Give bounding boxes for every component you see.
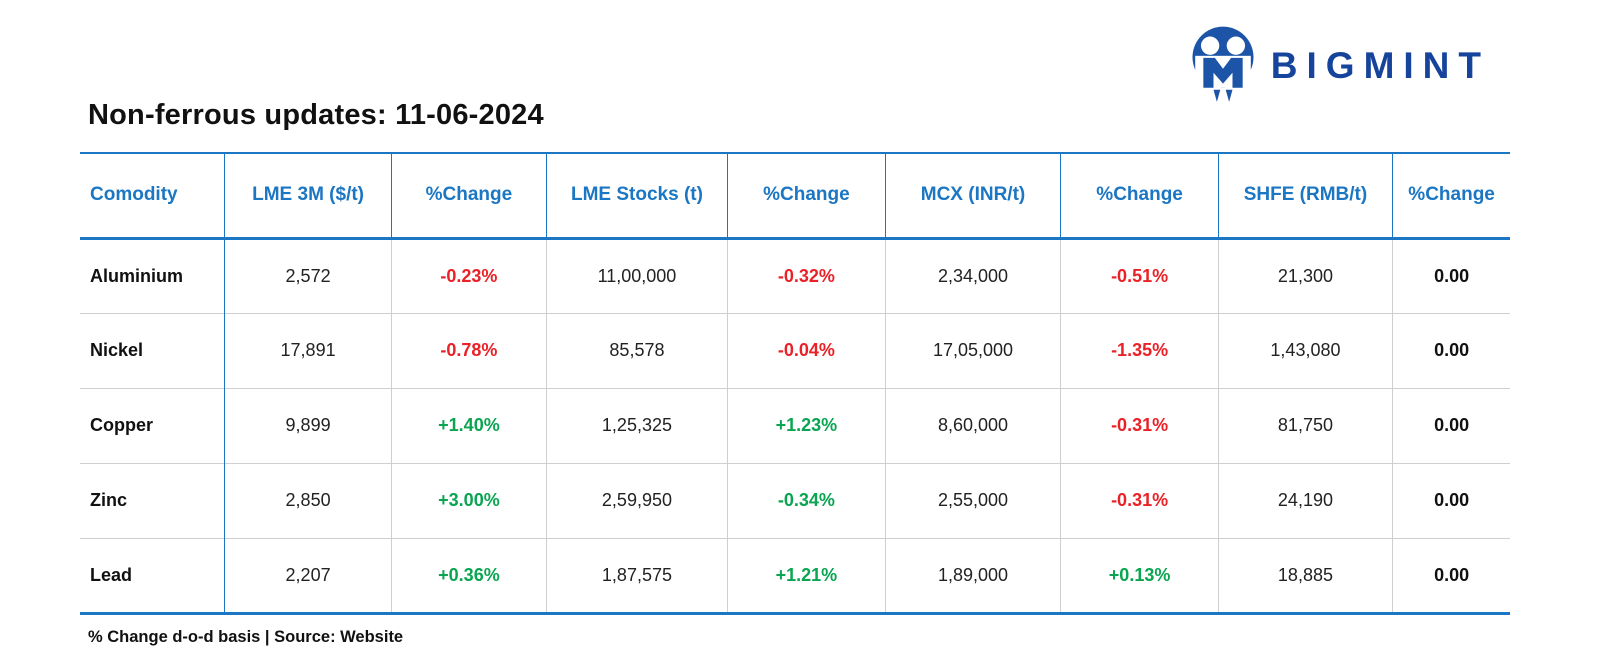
commodity-cell: Aluminium: [80, 238, 225, 313]
col-header-mcx: MCX (INR/t): [885, 153, 1062, 238]
data-cell: 2,59,950: [546, 463, 729, 538]
data-cell: 1,89,000: [885, 538, 1062, 613]
table-row: Zinc 2,850 +3.00% 2,59,950 -0.34% 2,55,0…: [80, 463, 1510, 538]
data-cell: 0.00: [1434, 340, 1470, 360]
data-cell: 17,05,000: [885, 313, 1062, 388]
col-header-commodity: Comodity: [80, 153, 225, 238]
table-row: Nickel 17,891 -0.78% 85,578 -0.04% 17,05…: [80, 313, 1510, 388]
col-header-mcx-change: %Change: [1060, 153, 1219, 238]
commodity-cell: Lead: [80, 538, 225, 613]
data-cell: 2,207: [224, 538, 393, 613]
data-cell: 0.00: [1434, 564, 1470, 585]
data-cell: +1.23%: [727, 388, 886, 463]
table-header: Comodity LME 3M ($/t) %Change LME Stocks…: [80, 153, 1510, 238]
table-row: Lead 2,207 +0.36% 1,87,575 +1.21% 1,89,0…: [80, 538, 1510, 613]
data-cell: 2,572: [224, 238, 393, 313]
data-cell: 2,34,000: [885, 238, 1062, 313]
data-cell: 8,60,000: [885, 388, 1062, 463]
source-footnote: % Change d-o-d basis | Source: Website: [88, 627, 404, 646]
data-cell: +1.21%: [727, 538, 886, 613]
page-title: Non-ferrous updates: 11-06-2024: [88, 99, 544, 131]
data-cell: 17,891: [224, 313, 393, 388]
data-cell: 1,87,575: [546, 538, 729, 613]
data-cell: 24,190: [1218, 463, 1394, 538]
col-header-lme-stocks: LME Stocks (t): [546, 153, 729, 238]
data-cell: 2,850: [224, 463, 393, 538]
data-cell: 21,300: [1218, 238, 1394, 313]
commodity-table-section: Comodity LME 3M ($/t) %Change LME Stocks…: [80, 152, 1510, 647]
data-cell: 1,43,080: [1218, 313, 1394, 388]
data-cell: -1.35%: [1060, 313, 1219, 388]
data-cell: -0.51%: [1060, 238, 1219, 313]
data-cell: +0.13%: [1060, 538, 1219, 613]
header-row: Comodity LME 3M ($/t) %Change LME Stocks…: [80, 153, 1510, 238]
data-cell: 0.00: [1434, 415, 1470, 435]
col-header-shfe-change: %Change: [1408, 184, 1495, 206]
data-cell: -0.31%: [1060, 388, 1219, 463]
data-cell: 81,750: [1218, 388, 1394, 463]
data-cell: 11,00,000: [546, 238, 729, 313]
data-cell: -0.31%: [1060, 463, 1219, 538]
bigmint-logo: BIGMINT: [1189, 26, 1490, 106]
col-header-lme-3m-change: %Change: [391, 153, 547, 238]
commodity-cell: Nickel: [80, 313, 225, 388]
data-cell: 9,899: [224, 388, 393, 463]
data-cell: -0.78%: [391, 313, 547, 388]
data-cell: -0.34%: [727, 463, 886, 538]
data-cell: 1,25,325: [546, 388, 729, 463]
data-cell: 85,578: [546, 313, 729, 388]
table-row: Copper 9,899 +1.40% 1,25,325 +1.23% 8,60…: [80, 388, 1510, 463]
data-cell: -0.04%: [727, 313, 886, 388]
bigmint-people-m-icon: [1192, 26, 1254, 102]
brand-name: BIGMINT: [1270, 45, 1490, 86]
data-cell: +1.40%: [391, 388, 547, 463]
table-body: Aluminium 2,572 -0.23% 11,00,000 -0.32% …: [80, 238, 1510, 613]
data-cell: +3.00%: [391, 463, 547, 538]
commodity-cell: Copper: [80, 388, 225, 463]
col-header-shfe: SHFE (RMB/t): [1218, 153, 1394, 238]
commodity-cell: Zinc: [80, 463, 225, 538]
data-cell: +0.36%: [391, 538, 547, 613]
commodity-table: Comodity LME 3M ($/t) %Change LME Stocks…: [80, 152, 1510, 615]
data-cell: 0.00: [1434, 490, 1470, 510]
col-header-lme-stocks-change: %Change: [727, 153, 886, 238]
data-cell: -0.32%: [727, 238, 886, 313]
data-cell: -0.23%: [391, 238, 547, 313]
table-row: Aluminium 2,572 -0.23% 11,00,000 -0.32% …: [80, 238, 1510, 313]
col-header-lme-3m: LME 3M ($/t): [224, 153, 393, 238]
data-cell: 2,55,000: [885, 463, 1062, 538]
data-cell: 0.00: [1434, 265, 1470, 286]
data-cell: 18,885: [1218, 538, 1394, 613]
